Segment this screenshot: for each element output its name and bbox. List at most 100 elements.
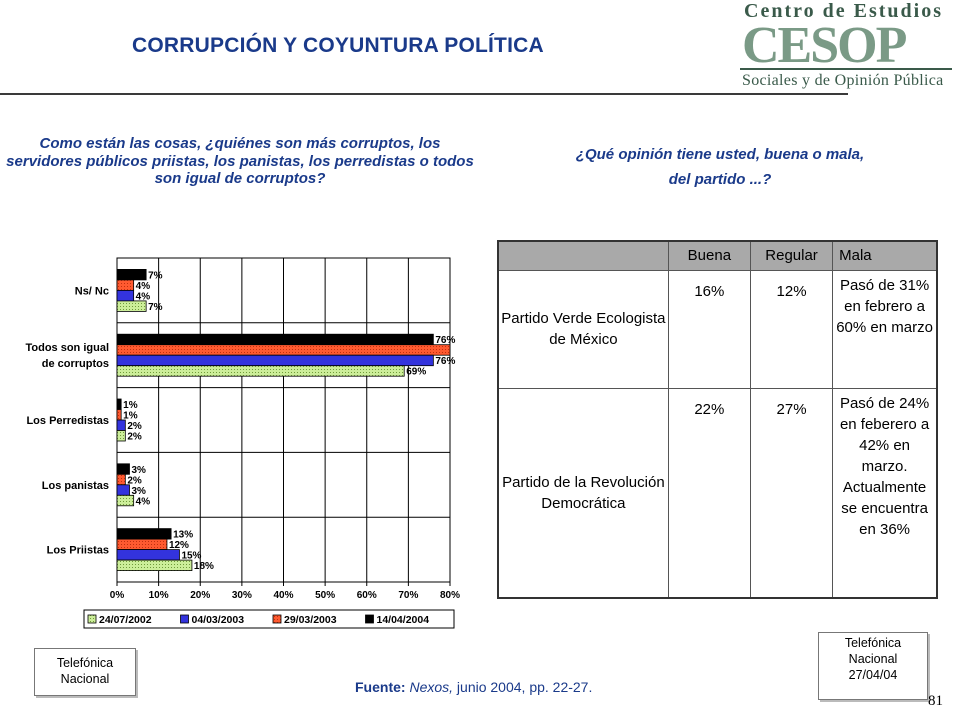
x-tick-label: 10%: [149, 590, 169, 601]
x-tick-label: 0%: [110, 590, 125, 601]
legend-swatch: [87, 614, 97, 624]
bar-value-label: 18%: [194, 561, 214, 572]
logo-mark: CESOP: [742, 17, 907, 74]
legend-box: [83, 609, 455, 629]
legend-label: 24/07/2002: [99, 614, 152, 626]
source-publication: Nexos,: [409, 679, 454, 695]
bar-value-label: 69%: [406, 367, 426, 378]
bar-04/03/2003: [116, 549, 180, 561]
table-header-regular: Regular: [749, 240, 834, 271]
legend-label: 29/03/2003: [284, 614, 337, 626]
logo-divider: [740, 68, 952, 70]
bar-29/03/2003: [116, 344, 451, 356]
x-tick-label: 60%: [357, 590, 377, 601]
page-number: 81: [928, 693, 943, 709]
legend-label: 04/03/2003: [192, 614, 245, 626]
bar-value-label: 4%: [136, 291, 151, 302]
bar-value-label: 3%: [131, 486, 146, 497]
bar-value-label: 1%: [123, 400, 138, 411]
question-right-line-1: ¿Qué opinión tiene usted, buena o mala,: [575, 146, 865, 163]
bar-29/03/2003: [116, 279, 135, 291]
bar-04/03/2003: [116, 290, 135, 302]
mala-value: Pasó de 24% en feberero a 42% en marzo. …: [832, 388, 938, 598]
bar-value-label: 76%: [435, 335, 455, 346]
bar-29/03/2003: [116, 409, 122, 421]
bar-24/07/2002: [116, 300, 147, 312]
bar-value-label: 3%: [131, 465, 146, 476]
source-label: Fuente:: [355, 679, 406, 695]
corruption-bar-chart: 0% 10% 20% 30% 40% 50% 60% 70% 80%7%4%4%7%Ns/ Nc…: [25, 257, 460, 629]
bar-24/07/2002: [116, 559, 193, 572]
table-row: Partido de la Revolución Democrática 22%…: [498, 388, 938, 598]
party-name: Partido Verde Ecologista de México: [498, 270, 669, 389]
question-left: Como están las cosas, ¿quiénes son más c…: [6, 135, 474, 187]
note-telefonica-right: Telefónica Nacional 27/04/04: [818, 632, 928, 700]
bar-value-label: 7%: [148, 302, 163, 313]
bar-14/04/2004: [116, 463, 130, 475]
bar-04/03/2003: [116, 354, 434, 367]
category-label: Los Perredistas: [26, 415, 109, 427]
note-line: Telefónica: [56, 656, 114, 670]
cesop-logo: Centro de Estudios CESOP Sociales y de O…: [736, 0, 960, 98]
table-header-row: Buena Regular Mala: [497, 240, 938, 271]
bar-29/03/2003: [116, 473, 126, 486]
chart-labels: 0% 10% 20% 30% 40% 50% 60% 70% 80%7%4%4%7%Ns/ Nc…: [25, 270, 460, 601]
bar-value-label: 7%: [148, 270, 163, 281]
chart-legend: 24/07/2002 04/03/2003 29/03/2003 14/04/2004: [83, 609, 455, 629]
bar-value-label: 13%: [173, 530, 193, 541]
x-tick-label: 50%: [315, 590, 335, 601]
source-detail: junio 2004, pp. 22-27.: [456, 679, 593, 695]
x-tick-label: 20%: [190, 590, 210, 601]
question-right: ¿Qué opinión tiene usted, buena o mala, …: [480, 142, 960, 192]
note-telefonica-left: Telefónica Nacional: [34, 648, 136, 696]
table-header-empty: [497, 240, 669, 271]
note-line: 27/04/04: [848, 668, 898, 682]
bar-value-label: 1%: [123, 411, 138, 422]
x-tick-label: 70%: [398, 590, 418, 601]
buena-value: 16%: [668, 270, 751, 389]
bar-14/04/2004: [116, 528, 172, 540]
logo-line-2: Sociales y de Opinión Pública: [742, 72, 944, 89]
table-row: Partido Verde Ecologista de México 16% 1…: [498, 270, 938, 389]
x-tick-label: 40%: [273, 590, 293, 601]
buena-value: 22%: [668, 388, 751, 598]
party-opinion-table: Buena Regular Mala Partido Verde Ecologi…: [497, 240, 938, 599]
category-label: Los panistas: [42, 480, 109, 492]
x-tick-label: 80%: [440, 590, 460, 601]
table-header-buena: Buena: [667, 240, 751, 271]
source-citation: Fuente: Nexos, junio 2004, pp. 22-27.: [355, 679, 592, 695]
x-tick-label: 30%: [232, 590, 252, 601]
logo-line-1: Centro de Estudios: [744, 0, 943, 22]
bar-04/03/2003: [116, 484, 130, 496]
bar-14/04/2004: [116, 333, 434, 346]
page-title: CORRUPCIÓN Y COYUNTURA POLÍTICA: [132, 34, 544, 57]
legend-swatch: [272, 614, 282, 624]
category-label: Todos son igual: [25, 342, 109, 354]
question-right-line-2: del partido ...?: [668, 171, 772, 188]
bar-29/03/2003: [116, 538, 168, 551]
note-line: Telefónica: [844, 636, 902, 650]
chart-grid: [116, 257, 451, 586]
party-name: Partido de la Revolución Democrática: [498, 388, 669, 598]
note-line: Nacional: [848, 652, 898, 666]
bar-value-label: 12%: [169, 540, 189, 551]
table-header-mala: Mala: [832, 240, 938, 271]
header-divider: [0, 93, 848, 95]
bar-24/07/2002: [116, 430, 126, 442]
bar-24/07/2002: [116, 365, 405, 377]
bar-value-label: 76%: [435, 356, 455, 367]
bar-14/04/2004: [116, 268, 147, 281]
bar-value-label: 4%: [136, 281, 151, 292]
regular-value: 27%: [750, 388, 834, 598]
mala-value: Pasó de 31% en febrero a 60% en marzo: [832, 270, 938, 389]
bar-14/04/2004: [116, 398, 122, 410]
bar-04/03/2003: [116, 419, 126, 431]
bar-value-label: 2%: [127, 432, 142, 443]
note-line: Nacional: [60, 672, 110, 686]
regular-value: 12%: [750, 270, 834, 389]
bar-value-label: 2%: [127, 475, 142, 486]
bar-value-label: 4%: [136, 496, 151, 507]
category-label: Ns/ Nc: [75, 285, 109, 297]
bar-value-label: 2%: [127, 421, 142, 432]
bar-24/07/2002: [116, 494, 135, 507]
